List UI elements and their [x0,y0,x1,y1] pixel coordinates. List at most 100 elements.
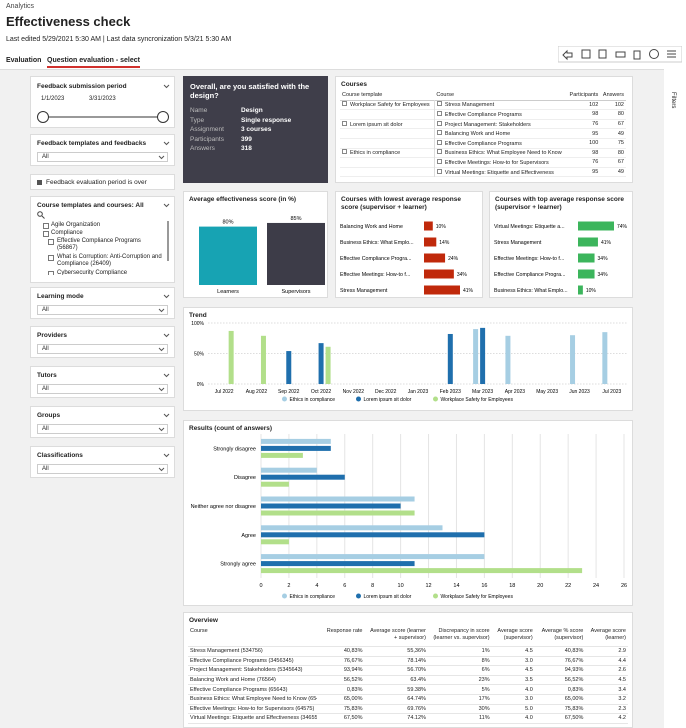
cell: 3.2 [585,694,628,705]
cell: 0,83% [534,684,586,695]
filter-select: Groups All [30,406,175,438]
course: Balancing Work and Home [444,131,511,138]
cell: 3.4 [585,684,628,695]
column-header: Participants [569,92,599,99]
chart: 80% Learners 85% Supervisors [199,216,325,295]
category-label: Effective Meetings: How-to f... [494,256,564,262]
chevron [158,347,165,352]
column-header: Average score (learner) [585,628,628,647]
tab[interactable]: Evaluation [6,57,42,64]
chevron-line [163,413,170,418]
tab-active[interactable]: Question evaluation - select [47,57,140,68]
course-cell: Effective Meetings: How-to for Superviso… [188,704,317,715]
cell: 78.14% [364,656,428,667]
course: Virtual Meetings: Etiquette and Effectiv… [444,169,554,176]
select[interactable]: All [37,152,168,162]
value-label: 85% [290,216,301,222]
bar [261,568,583,574]
course: Effective Meetings: How-to for Superviso… [444,159,549,166]
icon-help[interactable] [649,49,659,59]
select[interactable]: All [37,384,168,394]
checkbox[interactable] [37,180,42,185]
x-tick-label: 22 [565,583,571,589]
legend-swatch [282,593,287,599]
x-tick-label: Jun 2023 [569,389,590,395]
chart-title: Average effectiveness score (in %) [189,196,297,203]
cell: 56,52% [534,675,586,686]
cell: 6% [427,665,492,676]
icon-copy[interactable] [598,49,607,59]
y-tick-label: 100% [191,321,204,327]
chart-title: Courses with top average response score … [495,196,624,211]
cell: 75,83% [317,704,365,715]
icon-share[interactable] [562,49,573,61]
chart-panel: Trend 0% 50% 100% Jul 2022 Aug 2022 Sep 2022 Oc… [183,307,633,411]
tree-checkbox[interactable] [48,239,54,245]
icon-print[interactable] [615,51,626,58]
cell: 75,83% [534,704,586,715]
date-to: 3/31/2023 [89,96,116,102]
select[interactable]: All [37,424,168,434]
slider-handle[interactable] [37,111,49,123]
icon-menu[interactable] [667,50,676,58]
select-value: All [42,307,49,313]
column-header: Response rate [317,628,365,647]
x-tick-label: Sep 2022 [278,389,300,395]
field-value: 399 [241,135,252,143]
x-tick-label: 14 [453,583,459,589]
cell: 4.5 [585,675,628,686]
chart-title: Results (count of answers) [189,425,273,432]
x-tick-label: Jul 2022 [215,389,234,395]
select[interactable]: All [37,305,168,315]
legend-label: Ethics in compliance [290,594,336,600]
table-row: Effective Compliance Programs 100 75 [340,138,626,149]
field-value: Single response [241,116,292,124]
tree-checkbox[interactable] [48,255,54,261]
select[interactable]: All [37,344,168,354]
course-cell: Balancing Work and Home (76564) [188,675,317,686]
x-tick-label: May 2023 [536,389,558,395]
tree-checkbox[interactable] [43,223,49,229]
category-label: Business Ethics: What Emplo... [494,288,568,294]
bar [325,346,331,384]
course: Effective Compliance Programs [444,111,522,118]
chevron [158,427,165,432]
x-tick-label: 24 [593,583,599,589]
legend-swatch [433,593,438,599]
cell: 8% [427,656,492,667]
table-row: Effective Compliance Programs (3456345) 7… [188,656,628,667]
chevron-line [163,373,170,378]
row-checkbox [436,158,442,164]
x-tick-label: 10 [398,583,404,589]
cell: 3.5 [491,675,535,686]
select[interactable]: All [37,464,168,474]
category-label: Effective Meetings: How-to f... [340,272,410,278]
tree-item: Effective Compliance Programs (56867) [57,238,141,251]
cell: 67,50% [317,713,365,724]
tree-checkbox[interactable] [43,231,49,237]
category-label: Stress Management [340,288,388,294]
x-tick-label: Jul 2023 [602,389,621,395]
icon-delete[interactable] [633,50,641,60]
y-tick-label: Neither agree nor disagree [191,504,256,510]
x-tick-label: 16 [481,583,487,589]
x-tick-label: Nov 2022 [343,389,365,395]
template: Workplace Safety for Employees [350,102,430,109]
slider-handle[interactable] [157,111,169,123]
category-label: Effective Compliance Progra... [340,256,411,262]
bar [261,445,331,451]
bar [424,269,454,279]
template: Ethics in compliance [350,150,401,157]
cell: 1% [427,646,492,657]
cell: Lorem ipsum sit dolor [340,119,434,129]
answers: 67 [617,121,624,128]
cell: 2.3 [585,704,628,715]
cell: Business Ethics: What Employee Need to K… [433,148,567,158]
cell: 23% [427,675,492,686]
date-from: 1/1/2023 [41,96,65,102]
bar [261,467,317,473]
field-value: Design [241,107,263,114]
row-checkbox [436,120,442,126]
courses-panel: Courses Course template Course Participants… [335,76,633,183]
icon-edit[interactable] [581,49,591,59]
